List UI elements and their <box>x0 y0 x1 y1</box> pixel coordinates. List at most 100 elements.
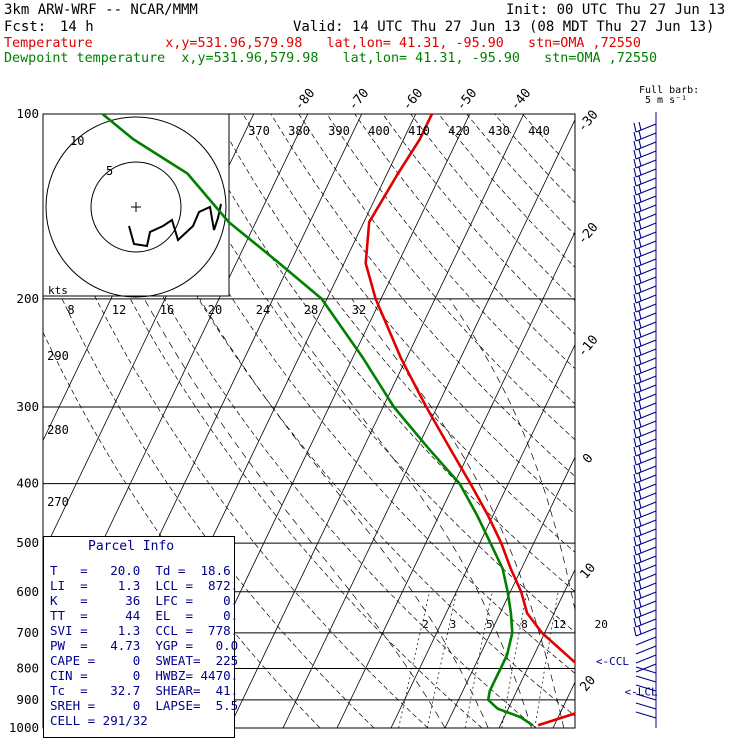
wind-barb-flag <box>633 491 637 502</box>
theta-label: 370 <box>248 124 270 138</box>
dry-adiabat <box>43 178 429 728</box>
lcl-marker: <-LCL <box>625 685 658 698</box>
speed-tick-label: 8 <box>67 303 74 317</box>
wind-barb <box>635 702 657 710</box>
pressure-label: 800 <box>16 660 39 675</box>
wind-barb-flag <box>638 580 642 590</box>
wind-barb <box>635 159 657 169</box>
sounding-curves <box>101 114 575 727</box>
theta-label: 280 <box>47 423 69 437</box>
wind-barb <box>635 465 657 475</box>
theta-label: 430 <box>488 124 510 138</box>
wind-barb <box>635 675 657 683</box>
isotherm-label: 20 <box>578 673 600 695</box>
wind-barb-flag <box>638 400 642 410</box>
speed-tick-label: 24 <box>256 303 270 317</box>
wind-barb-flag <box>633 617 637 628</box>
wind-barb-flag <box>633 248 637 259</box>
wind-barb <box>635 285 657 295</box>
theta-label: 440 <box>528 124 550 138</box>
wind-barb-flag <box>638 544 642 554</box>
wind-barb-flag <box>633 473 637 484</box>
isotherm-label: 0 <box>580 451 597 467</box>
wind-barb-flag <box>633 563 637 574</box>
wind-barb-flag <box>638 607 642 617</box>
wind-barb-flag <box>638 166 642 176</box>
wind-barbs <box>633 112 657 728</box>
wind-barb-flag <box>633 590 637 601</box>
wind-barb <box>635 429 657 439</box>
parcel-info-title: Parcel Info <box>88 539 175 554</box>
theta-label: 420 <box>448 124 470 138</box>
wind-barb <box>635 366 657 376</box>
parcel-row: K = 36 LFC = 0. <box>50 593 239 608</box>
wind-barb <box>635 393 657 403</box>
wind-barb-flag <box>633 599 637 610</box>
wind-barb-flag <box>638 481 642 491</box>
wind-barb-flag <box>633 338 637 349</box>
mixing-ratio-line <box>464 591 493 728</box>
wind-barb <box>635 636 657 646</box>
wind-barb <box>635 447 657 457</box>
parcel-row: LI = 1.3 LCL = 872. <box>50 578 239 593</box>
wind-barb-flag <box>638 301 642 311</box>
wind-barb <box>635 666 657 674</box>
mixing-ratio-line <box>398 591 430 728</box>
wind-barb-flag <box>633 356 637 367</box>
wind-barb <box>635 420 657 430</box>
wind-barb-flag <box>633 302 637 313</box>
wind-barb <box>635 645 657 655</box>
moist-adiabat <box>351 298 565 728</box>
wind-barb <box>635 231 657 241</box>
valid-time: Valid: 14 UTC Thu 27 Jun 13 (08 MDT Thu … <box>293 19 715 35</box>
wind-barb <box>635 339 657 349</box>
wind-barb <box>635 357 657 367</box>
dry-adiabat <box>326 114 575 405</box>
temperature-legend: Temperature x,y=531.96,579.98 lat,lon= 4… <box>4 36 641 51</box>
wind-barb <box>635 693 657 701</box>
wind-barb <box>635 654 657 664</box>
wind-barb-flag <box>633 383 637 394</box>
dry-adiabat <box>214 114 575 553</box>
wind-barb-flag <box>633 239 637 250</box>
wind-barb-flag <box>633 149 637 160</box>
pressure-label: 300 <box>16 399 39 414</box>
parcel-row: SREH = 0 LAPSE= 5.5 <box>50 698 239 713</box>
wind-barb <box>635 222 657 232</box>
pressure-label: 900 <box>16 692 39 707</box>
theta-label: 290 <box>47 349 69 363</box>
wind-barb-flag <box>638 202 642 212</box>
wind-barb-flag <box>638 220 642 230</box>
dry-adiabat <box>102 114 575 717</box>
wind-barb-flag <box>638 409 642 419</box>
mixing-ratio-label: 5 <box>486 618 493 631</box>
wind-barb-flag <box>638 616 642 626</box>
wind-barb <box>635 411 657 421</box>
wind-barb-flag <box>633 428 637 439</box>
isotherm-line <box>282 118 575 728</box>
wind-barb-flag <box>633 410 637 421</box>
wind-barb <box>635 618 657 628</box>
isotherm-label: -30 <box>575 108 602 136</box>
forecast-label: Fcst: <box>4 19 47 35</box>
wind-barb-flag <box>633 176 637 187</box>
wind-barb-flag <box>638 310 642 320</box>
hodograph: 5 10 kts <box>42 113 230 298</box>
wind-barb-flag <box>638 148 642 158</box>
wind-barb <box>635 303 657 313</box>
wind-barb-flag <box>638 139 642 149</box>
dry-adiabat <box>158 114 575 633</box>
dry-adiabat <box>46 114 483 728</box>
wind-barb <box>635 258 657 268</box>
isotherm-line <box>444 456 575 728</box>
wind-barb-flag <box>638 265 642 275</box>
wind-barb <box>635 294 657 304</box>
mixing-ratio-label: 2 <box>422 618 429 631</box>
wind-barb <box>635 627 657 637</box>
wind-barb <box>635 321 657 331</box>
wind-barb-flag <box>633 284 637 295</box>
wind-barb-flag <box>633 167 637 178</box>
hodograph-ring-label: 5 <box>106 164 113 178</box>
parcel-row: CAPE = 0 SWEAT= 225 <box>50 653 239 668</box>
wind-barb <box>635 150 657 160</box>
